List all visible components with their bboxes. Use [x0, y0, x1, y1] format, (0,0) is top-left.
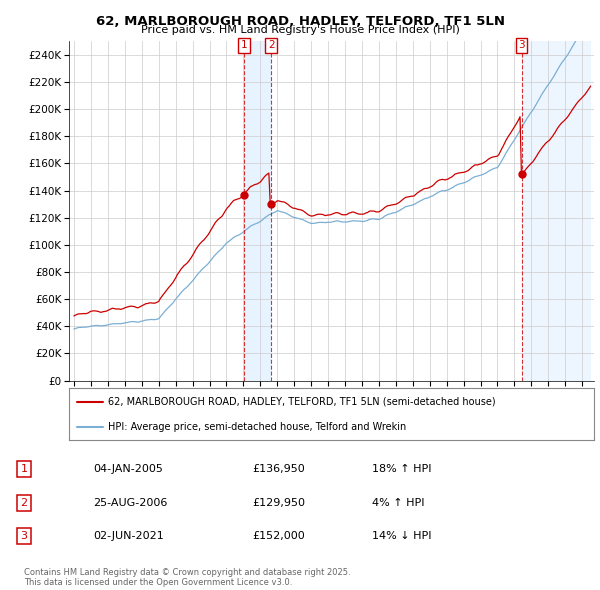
Text: 2: 2: [268, 40, 275, 50]
Text: £136,950: £136,950: [252, 464, 305, 474]
Text: 3: 3: [20, 531, 28, 540]
Text: 4% ↑ HPI: 4% ↑ HPI: [372, 498, 425, 507]
Text: HPI: Average price, semi-detached house, Telford and Wrekin: HPI: Average price, semi-detached house,…: [109, 422, 407, 431]
Text: Price paid vs. HM Land Registry's House Price Index (HPI): Price paid vs. HM Land Registry's House …: [140, 25, 460, 35]
Text: 62, MARLBOROUGH ROAD, HADLEY, TELFORD, TF1 5LN: 62, MARLBOROUGH ROAD, HADLEY, TELFORD, T…: [95, 15, 505, 28]
Text: 1: 1: [241, 40, 247, 50]
Text: £152,000: £152,000: [252, 531, 305, 540]
Bar: [244, 41, 271, 381]
Text: 02-JUN-2021: 02-JUN-2021: [93, 531, 164, 540]
Text: 04-JAN-2005: 04-JAN-2005: [93, 464, 163, 474]
Text: 62, MARLBOROUGH ROAD, HADLEY, TELFORD, TF1 5LN (semi-detached house): 62, MARLBOROUGH ROAD, HADLEY, TELFORD, T…: [109, 396, 496, 407]
Text: £129,950: £129,950: [252, 498, 305, 507]
Text: 3: 3: [518, 40, 525, 50]
Text: 18% ↑ HPI: 18% ↑ HPI: [372, 464, 431, 474]
Text: 25-AUG-2006: 25-AUG-2006: [93, 498, 167, 507]
Text: Contains HM Land Registry data © Crown copyright and database right 2025.
This d: Contains HM Land Registry data © Crown c…: [24, 568, 350, 587]
Text: 14% ↓ HPI: 14% ↓ HPI: [372, 531, 431, 540]
Text: 1: 1: [20, 464, 28, 474]
Text: 2: 2: [20, 498, 28, 507]
Bar: [521, 41, 590, 381]
